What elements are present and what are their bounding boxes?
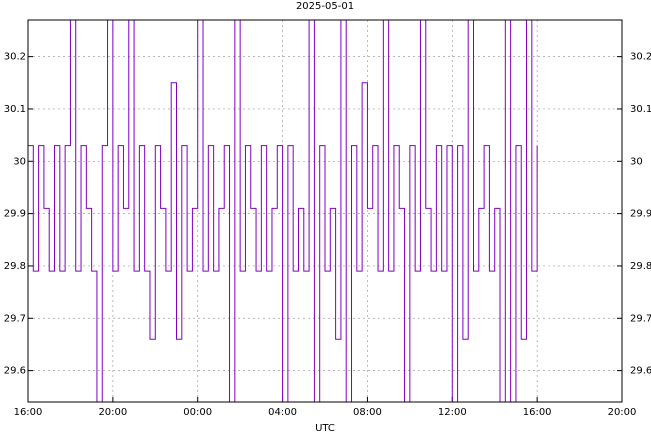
y2-tick-label: 30: [630, 156, 643, 167]
y-tick-label: 30: [13, 156, 26, 167]
x-tick-label: 16:00: [14, 407, 43, 418]
y2-tick-label: 29.6: [630, 366, 651, 377]
x-tick-label: 16:00: [523, 407, 552, 418]
x-tick-label: 04:00: [268, 407, 297, 418]
y-tick-label: 29.7: [4, 313, 26, 324]
x-tick-label: 12:00: [438, 407, 467, 418]
y2-tick-label: 29.9: [630, 209, 651, 220]
x-tick-label: 20:00: [608, 407, 637, 418]
y2-tick-label: 30.2: [630, 52, 651, 63]
chart-title: 2025-05-01: [296, 1, 354, 12]
plot-area: [28, 20, 538, 402]
data-line: [28, 20, 538, 402]
y-tick-label: 29.9: [4, 209, 26, 220]
tick-labels: 29.6 29.6 29.7 29.7 29.8 29.8 29.9 29.9 30 30 30.1…: [4, 52, 651, 418]
y-tick-label: 29.8: [4, 261, 26, 272]
x-tick-label: 00:00: [183, 407, 212, 418]
plot-border: [27, 19, 623, 403]
y2-tick-label: 29.7: [630, 313, 651, 324]
x-axis-label: UTC: [315, 423, 335, 432]
y-tick-label: 29.6: [4, 366, 26, 377]
y-tick-label: 30.2: [4, 52, 26, 63]
x-tick-label: 08:00: [353, 407, 382, 418]
y2-tick-label: 29.8: [630, 261, 651, 272]
y2-tick-label: 30.1: [630, 104, 651, 115]
y-tick-label: 30.1: [4, 104, 26, 115]
x-tick-label: 20:00: [98, 407, 127, 418]
